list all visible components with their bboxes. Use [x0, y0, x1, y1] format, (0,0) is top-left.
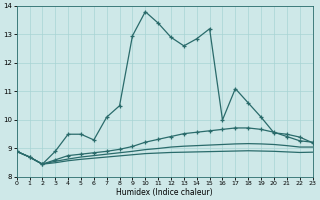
X-axis label: Humidex (Indice chaleur): Humidex (Indice chaleur): [116, 188, 213, 197]
